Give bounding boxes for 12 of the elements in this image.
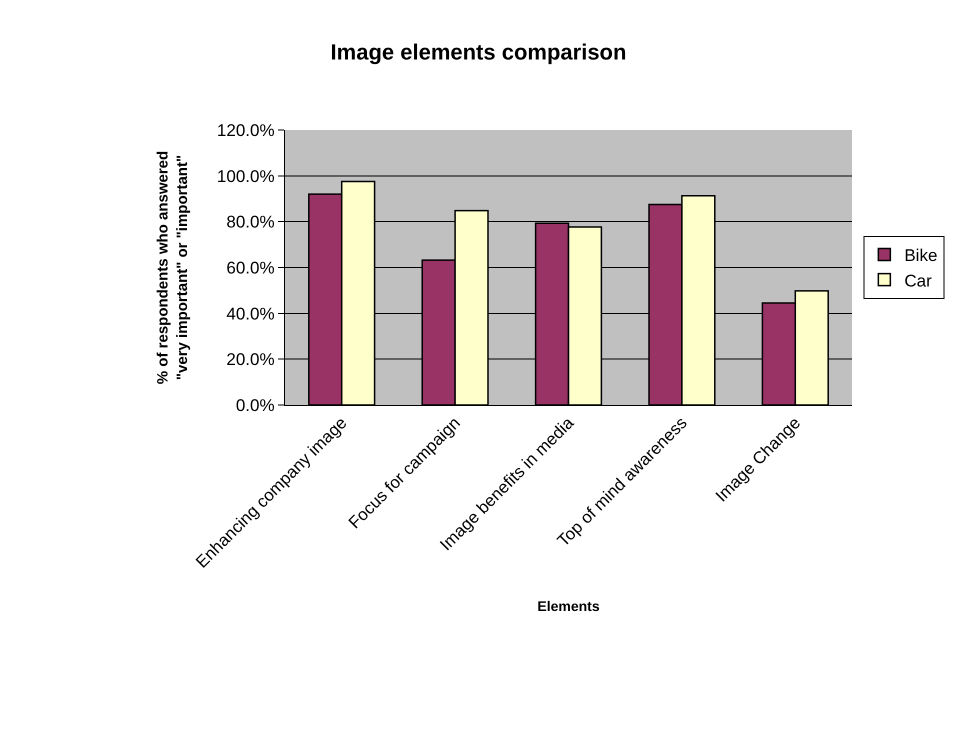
- y-tick-label: 0.0%: [236, 396, 275, 415]
- y-tick-label: 40.0%: [226, 304, 275, 324]
- y-tick-label: 20.0%: [226, 350, 275, 370]
- legend-label: Bike: [904, 246, 938, 266]
- y-tick-label: 120.0%: [216, 120, 275, 140]
- y-tick-label: 80.0%: [226, 212, 275, 232]
- y-tick-label: 60.0%: [226, 258, 275, 278]
- y-tick-label: 100.0%: [216, 166, 275, 186]
- legend-label: Car: [904, 271, 932, 290]
- chart-title: Image elements comparison: [330, 40, 626, 64]
- x-axis-title: Elements: [537, 598, 600, 614]
- y-axis-title: % of respondents who answered "very important" or "important": [154, 150, 192, 384]
